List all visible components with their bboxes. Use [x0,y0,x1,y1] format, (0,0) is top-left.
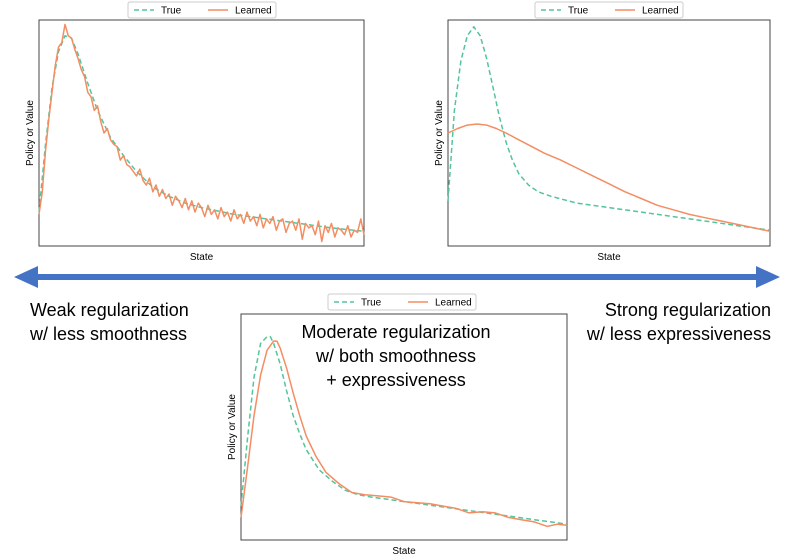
chart-moderate: State Policy or Value True Learned [227,293,568,556]
series-line-learned [38,23,365,243]
chart-weak: State Policy or Value True Learned [25,1,365,263]
legend-box [127,1,277,19]
legend-label-learned: Learned [235,6,272,17]
regularization-arrow [14,266,780,288]
series-line-true [447,26,771,231]
plot-area [38,19,365,247]
series-line-learned [447,123,771,233]
caption-moderate-line-1: Moderate regularization [301,322,491,342]
caption-strong-line-1: Strong regularization [604,300,771,320]
legend: True Learned [127,1,277,19]
legend: True Learned [534,1,684,19]
caption-strong: Strong regularization w/ less expressive… [587,298,771,346]
caption-moderate: Moderate regularization w/ both smoothne… [300,320,492,392]
legend-label-learned: Learned [642,6,679,17]
caption-weak-line-2: w/ less smoothness [30,324,188,344]
caption-weak-line-1: Weak regularization [30,300,189,320]
x-axis-label: State [597,252,621,263]
x-axis-label: State [392,546,416,556]
y-axis-label: Policy or Value [227,394,238,460]
caption-moderate-line-2: w/ both smoothness [315,346,477,366]
legend-box [327,293,477,311]
legend-label-true: True [568,6,589,17]
plot-area [447,19,771,247]
y-axis-label: Policy or Value [25,100,36,166]
series-line-learned [240,340,568,528]
arrow-head-left [14,266,38,288]
series-line-true [240,335,568,525]
caption-weak: Weak regularization w/ less smoothness [30,298,189,346]
y-axis-label: Policy or Value [434,100,445,166]
caption-moderate-line-3: + expressiveness [326,370,466,390]
arrow-head-right [756,266,780,288]
caption-strong-line-2: w/ less expressiveness [586,324,771,344]
chart-strong: State Policy or Value True Learned [434,1,771,263]
legend-box [534,1,684,19]
x-axis-label: State [190,252,214,263]
legend-label-learned: Learned [435,298,472,309]
legend-label-true: True [361,298,382,309]
legend: True Learned [327,293,477,311]
legend-label-true: True [161,6,182,17]
